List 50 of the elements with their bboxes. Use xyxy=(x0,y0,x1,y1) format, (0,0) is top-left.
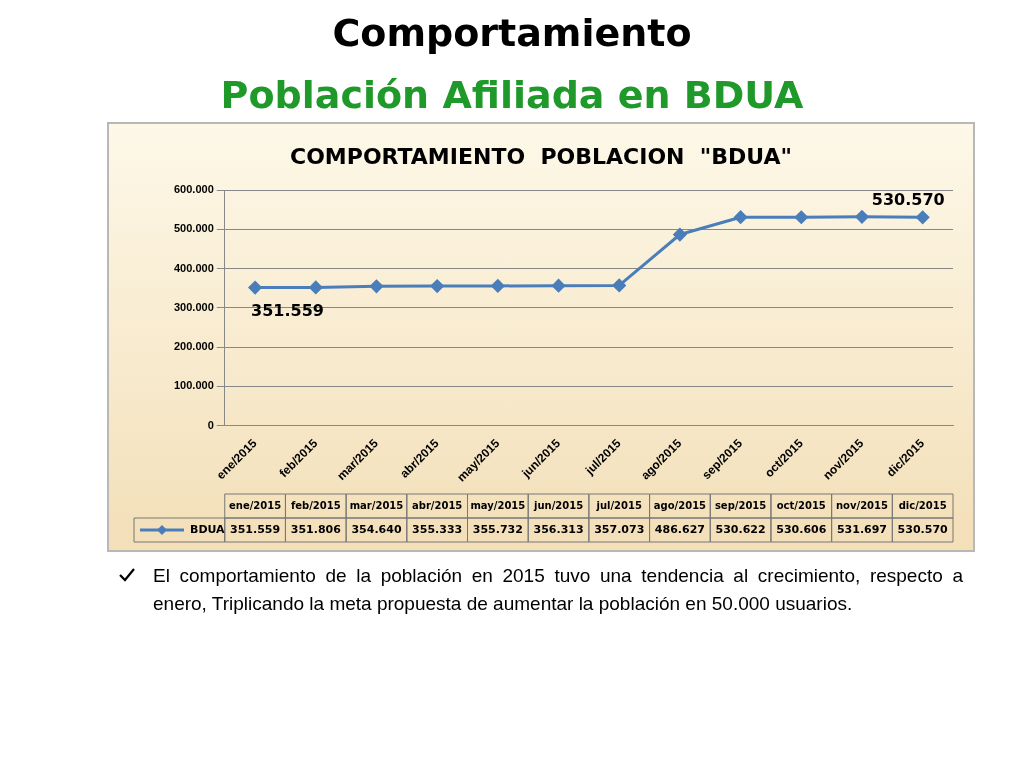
y-tick-label: 600.000 xyxy=(174,183,214,196)
point xyxy=(734,210,748,224)
y-tick-label: 0 xyxy=(207,418,214,431)
category-label: may/2015 xyxy=(470,499,526,511)
category-label: ene/2015 xyxy=(229,499,282,511)
y-tick-label: 100.000 xyxy=(174,379,214,392)
data-label: 530.570 xyxy=(897,522,949,536)
chart-title: Comportamiento xyxy=(331,10,693,57)
data-label: 357.073 xyxy=(594,522,645,536)
annotation: 530.570 xyxy=(871,190,945,210)
category-label: oct/2015 xyxy=(776,499,826,511)
point xyxy=(916,210,930,224)
category-label: mar/2015 xyxy=(349,499,404,511)
y-tick-label: 300.000 xyxy=(174,300,214,313)
data-label: 351.806 xyxy=(290,522,342,536)
annotation: 351.559 xyxy=(251,300,324,320)
y-tick-label: 400.000 xyxy=(174,261,214,274)
data-label: 351.559 xyxy=(230,522,281,536)
data-label: 530.606 xyxy=(776,522,827,536)
legend-label: BDUA xyxy=(190,522,226,536)
text: El comportamiento de la población en 2015 tuvo una tendencia al crecimiento, respecto a enero, Triplicando la meta propuesta de aumentar la población en 50.000 usuarios. xyxy=(153,564,963,616)
data-label: 355.732 xyxy=(472,522,523,536)
data-label: 356.313 xyxy=(533,522,584,536)
category-label: jun/2015 xyxy=(533,499,584,511)
category-label: dic/2015 xyxy=(898,499,947,511)
point xyxy=(248,281,262,295)
category-label: feb/2015 xyxy=(290,499,341,511)
point xyxy=(612,278,626,292)
category-label: jul/2015 xyxy=(596,499,642,511)
point xyxy=(552,279,566,293)
category-label: sep/2015 xyxy=(714,499,767,511)
category-label: abr/2015 xyxy=(412,499,463,511)
data-label: 531.697 xyxy=(836,522,888,536)
data-label: 354.640 xyxy=(351,522,402,536)
category-label: nov/2015 xyxy=(835,499,888,511)
y-tick-label: 200.000 xyxy=(174,340,214,353)
data-label: 355.333 xyxy=(412,522,463,536)
data-label: 530.622 xyxy=(715,522,766,536)
point xyxy=(794,210,808,224)
text: COMPORTAMIENTO POBLACION "BDUA" xyxy=(290,143,792,169)
point xyxy=(430,279,444,293)
point xyxy=(309,280,323,294)
chart-subtitle: Población Afiliada en BDUA xyxy=(219,72,805,119)
point xyxy=(855,210,869,224)
y-tick-label: 500.000 xyxy=(174,222,214,235)
point xyxy=(369,279,383,293)
point xyxy=(673,228,687,242)
point xyxy=(491,279,505,293)
category-label: ago/2015 xyxy=(653,499,707,511)
data-label: 486.627 xyxy=(654,522,705,536)
